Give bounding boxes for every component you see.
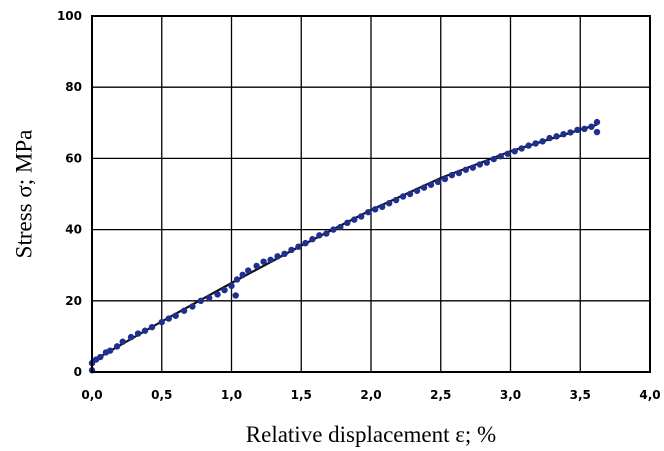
data-point — [205, 294, 213, 302]
data-point — [406, 190, 414, 198]
data-point — [134, 330, 142, 337]
data-point — [113, 343, 121, 350]
data-point — [97, 353, 104, 361]
data-point — [180, 307, 188, 314]
x-tick-label: 1,0 — [221, 388, 242, 402]
x-tick-label: 2,0 — [360, 388, 381, 402]
x-axis-title: Relative displacement ε; % — [246, 422, 496, 447]
data-point — [281, 250, 288, 258]
data-point — [469, 164, 477, 171]
data-point — [399, 193, 407, 200]
data-point — [448, 171, 456, 179]
data-point — [553, 133, 560, 140]
data-point — [476, 161, 484, 168]
y-tick-label: 40 — [65, 223, 82, 237]
data-point — [274, 253, 281, 260]
data-point — [392, 196, 400, 204]
data-point — [302, 239, 309, 247]
data-point — [288, 246, 295, 254]
y-tick-label: 20 — [65, 294, 82, 308]
trend-line-path — [91, 123, 598, 363]
data-point — [127, 333, 135, 341]
data-point — [119, 338, 126, 345]
data-point — [434, 178, 442, 186]
data-point — [455, 169, 463, 177]
data-point — [365, 208, 372, 216]
x-tick-label: 4,0 — [639, 388, 660, 402]
data-point — [214, 291, 221, 298]
data-point — [197, 297, 205, 304]
data-point — [525, 142, 532, 149]
y-axis-tick-labels: 0 20 40 60 80 100 — [57, 9, 82, 379]
data-point — [378, 203, 386, 211]
data-point — [490, 155, 497, 163]
data-point — [420, 184, 428, 191]
data-point — [158, 318, 165, 326]
data-point — [441, 175, 449, 183]
data-point — [221, 286, 228, 294]
data-point — [337, 223, 344, 231]
plot-area-frame — [91, 15, 651, 373]
data-point — [330, 226, 337, 233]
data-point — [260, 258, 267, 265]
data-point — [581, 125, 588, 133]
y-tick-label: 100 — [57, 9, 82, 23]
data-point — [253, 262, 260, 270]
data-point — [427, 181, 435, 188]
data-point — [588, 123, 595, 130]
data-point — [593, 128, 601, 136]
data-point — [413, 187, 421, 194]
data-point — [593, 118, 601, 126]
data-point — [546, 134, 553, 142]
data-point — [189, 303, 196, 310]
grid-lines — [92, 16, 650, 372]
y-tick-label: 0 — [74, 365, 82, 379]
data-point — [172, 312, 179, 319]
x-tick-label: 3,5 — [570, 388, 591, 402]
data-point — [511, 148, 518, 155]
x-tick-label: 0,0 — [81, 388, 102, 402]
data-point — [539, 138, 546, 145]
data-point — [165, 315, 172, 322]
x-axis-tick-labels: 0,0 0,5 1,0 1,5 2,0 2,5 3,0 3,5 4,0 — [81, 388, 660, 402]
data-point — [518, 145, 525, 152]
data-point — [309, 236, 316, 243]
data-point — [106, 347, 114, 354]
data-point — [267, 256, 274, 264]
data-point — [358, 213, 365, 220]
trend-line — [91, 123, 598, 363]
data-point — [497, 153, 504, 160]
data-point — [371, 206, 379, 213]
data-point — [148, 323, 156, 331]
x-tick-label: 1,5 — [291, 388, 312, 402]
data-points — [88, 118, 601, 374]
y-tick-label: 80 — [65, 80, 82, 94]
data-point — [228, 282, 235, 290]
data-point — [344, 219, 351, 227]
data-point — [351, 216, 358, 223]
data-point — [483, 159, 490, 166]
data-point — [233, 276, 241, 283]
y-axis-title: Stress σ; MPa — [11, 130, 36, 259]
x-tick-label: 0,5 — [151, 388, 172, 402]
data-point — [316, 232, 323, 239]
data-point — [239, 271, 246, 279]
data-point — [141, 327, 149, 334]
data-point — [385, 200, 393, 207]
data-point — [532, 140, 539, 147]
data-point — [462, 166, 470, 173]
data-point — [245, 267, 252, 274]
x-tick-label: 3,0 — [500, 388, 521, 402]
data-point — [574, 126, 581, 134]
y-tick-label: 60 — [65, 151, 82, 165]
data-point — [567, 129, 574, 136]
data-point — [560, 130, 567, 138]
x-tick-label: 2,5 — [430, 388, 451, 402]
data-point — [504, 150, 511, 157]
data-point — [232, 292, 239, 299]
data-point — [323, 230, 330, 237]
data-point — [295, 243, 302, 250]
